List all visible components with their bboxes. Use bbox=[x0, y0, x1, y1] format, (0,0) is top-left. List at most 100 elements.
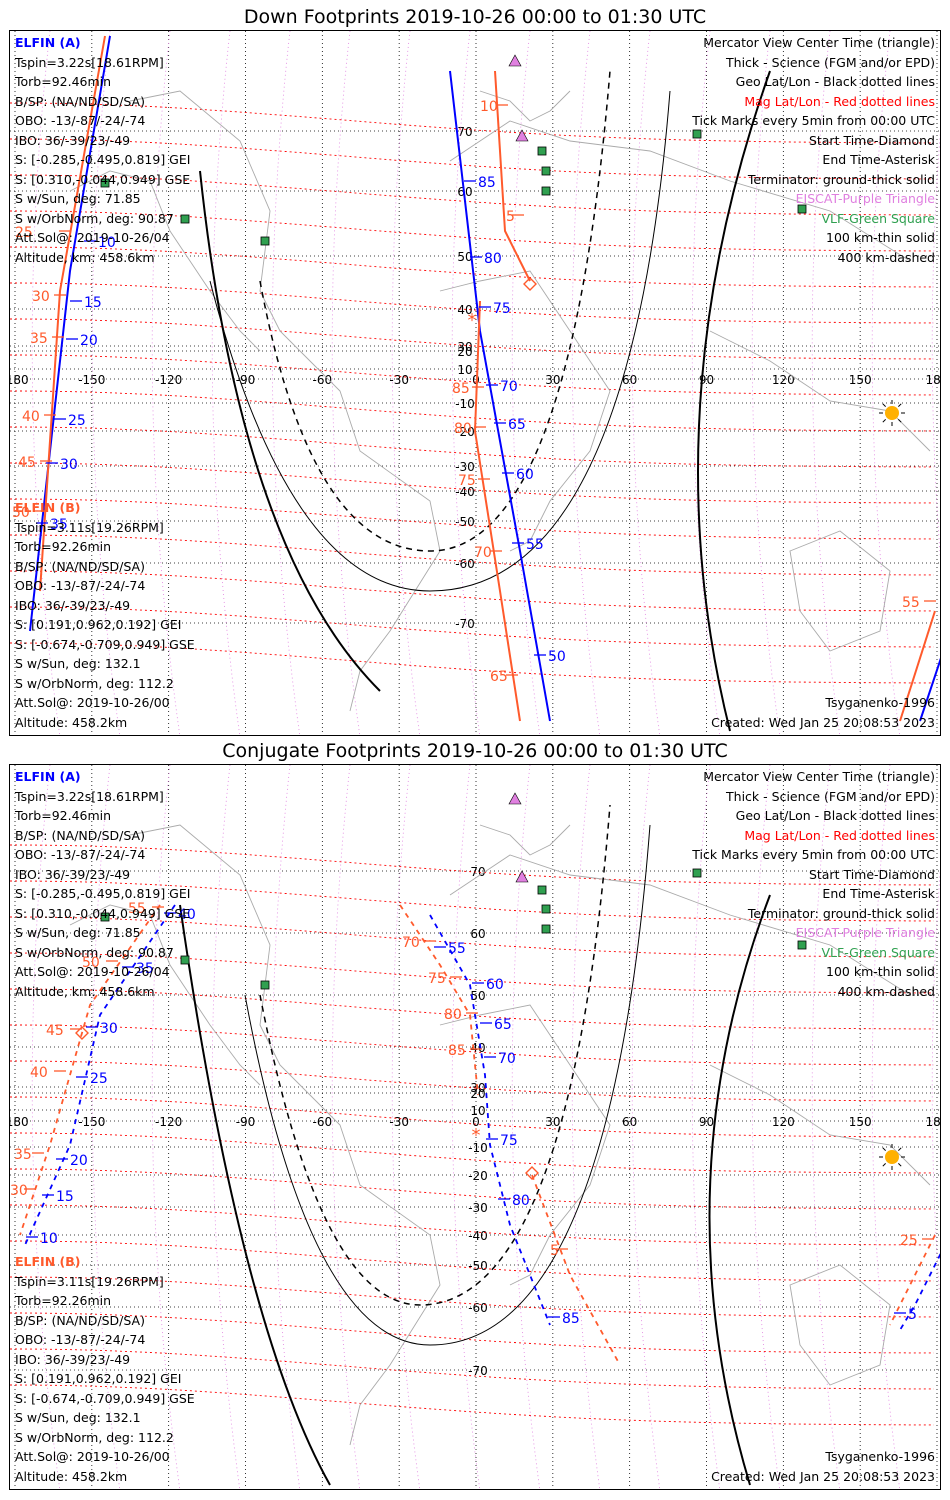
elfin-a-line: Tspin=3.22s[18.61RPM] bbox=[15, 788, 164, 804]
lat-tick-label: -10 bbox=[468, 1141, 488, 1155]
track-tick-label: 70 bbox=[498, 1051, 516, 1067]
mag-latitude-line bbox=[10, 318, 934, 360]
elfin-a-line: IBO: 36/-39/23/-49 bbox=[15, 866, 131, 882]
track-tick-label: 30 bbox=[60, 457, 78, 473]
legend-entry: Start Time-Diamond bbox=[808, 132, 935, 148]
legend-entry: Geo Lat/Lon - Black dotted lines bbox=[735, 74, 935, 89]
elfin-b-line: Torb=92.26min bbox=[15, 1293, 112, 1308]
elfin-a-line: S: [-0.285,-0.495,0.819] GEI bbox=[15, 886, 191, 901]
lon-tick-label: -180 bbox=[10, 373, 29, 387]
lat-tick-label: -40 bbox=[468, 1229, 488, 1243]
mag-meridian-line bbox=[331, 765, 361, 1489]
elfin-a-track bbox=[919, 657, 940, 722]
mag-latitude-line bbox=[10, 534, 934, 576]
mag-meridian-line bbox=[151, 765, 181, 1489]
sun-icon bbox=[885, 1150, 899, 1164]
elfin-b-track bbox=[19, 904, 161, 1236]
vlf-station-marker bbox=[180, 214, 190, 224]
legend-entry: Mercator View Center Time (triangle) bbox=[703, 769, 935, 784]
track-tick-label: 85 bbox=[448, 1043, 466, 1059]
coastline bbox=[449, 120, 911, 262]
track-tick-label: 65 bbox=[494, 1017, 512, 1033]
lat-tick-label: 50 bbox=[470, 989, 485, 1003]
sun-ray bbox=[882, 1147, 886, 1151]
legend-entry: End Time-Asterisk bbox=[822, 886, 935, 901]
mag-meridian-line bbox=[631, 765, 661, 1489]
mag-latitude-line bbox=[10, 1312, 934, 1354]
elfin-a-line: OBO: -13/-87/-24/-74 bbox=[15, 113, 146, 128]
mag-latitude-line bbox=[10, 952, 934, 994]
track-tick-label: 70 bbox=[500, 379, 518, 395]
elfin-a-line: S w/OrbNorm, deg: 90.87 bbox=[15, 944, 174, 960]
track-tick-label: 75 bbox=[428, 971, 446, 987]
mag-latitude-line bbox=[10, 1348, 934, 1390]
elfin-b-line: S w/OrbNorm, deg: 112.2 bbox=[15, 1429, 174, 1445]
elfin-a-line: Att.Sol@: 2019-10-26/04 bbox=[15, 230, 170, 245]
legend-entry: End Time-Asterisk bbox=[822, 152, 935, 167]
mag-latitude-line bbox=[10, 1132, 934, 1174]
elfin-b-line: Tspin=3.11s[19.26RPM] bbox=[15, 519, 164, 535]
panel-conjugate-footprints: -180 -150 -120 -90 -60 -30 0 30 60 90 120 150 180 70 6… bbox=[9, 764, 941, 1490]
legend-entry: VLF-Green Square bbox=[821, 944, 935, 960]
created-timestamp: Created: Wed Jan 25 20:08:53 2023 bbox=[711, 714, 935, 730]
mag-latitude-line bbox=[10, 354, 934, 396]
track-tick-label: 25 bbox=[90, 1071, 108, 1087]
track-tick-label: 5 bbox=[550, 1243, 559, 1259]
track-tick-label: 10 bbox=[480, 99, 498, 115]
mag-meridian-line bbox=[571, 31, 601, 735]
lon-tick-label: -30 bbox=[389, 373, 409, 387]
track-tick-label: 70 bbox=[474, 545, 492, 561]
mag-meridian-line bbox=[811, 31, 841, 735]
lat-tick-label: -60 bbox=[455, 557, 475, 571]
lon-tick-label: 150 bbox=[849, 373, 872, 387]
mag-latitude-line bbox=[10, 246, 934, 288]
mag-meridian-line bbox=[871, 765, 901, 1489]
track-tick-label: 55 bbox=[902, 595, 920, 611]
coastline bbox=[709, 1064, 931, 1186]
track-tick-label: 50 bbox=[82, 955, 100, 971]
mag-meridian-line bbox=[91, 765, 121, 1489]
sun-ray bbox=[882, 419, 886, 423]
elfin-a-track bbox=[899, 1252, 940, 1331]
footer-info: Tsyganenko-1996 Created: Wed Jan 25 20:0… bbox=[711, 1447, 935, 1486]
mag-meridian-line bbox=[91, 31, 121, 735]
vlf-station-marker bbox=[692, 868, 702, 878]
mag-latitude-line bbox=[10, 844, 934, 886]
mag-latitude-line bbox=[10, 570, 934, 612]
mag-latitude-line bbox=[10, 1276, 934, 1318]
lat-tick-label: -30 bbox=[455, 460, 475, 474]
track-tick-label: 10 bbox=[98, 235, 116, 251]
elfin-b-line: OBO: -13/-87/-24/-74 bbox=[15, 1332, 146, 1347]
coastline bbox=[69, 170, 261, 352]
lon-tick-label: 60 bbox=[622, 1115, 637, 1129]
elfin-b-info: ELFIN (B) Tspin=3.11s[19.26RPM] Torb=92.… bbox=[15, 498, 195, 732]
mag-latitude-line bbox=[10, 1024, 934, 1066]
coastline bbox=[449, 854, 911, 996]
map-conjugate: -180 -150 -120 -90 -60 -30 0 30 60 90 120 150 180 70 6… bbox=[10, 765, 940, 1489]
elfin-a-line: S: [0.310,-0.044,0.949] GSE bbox=[15, 905, 191, 921]
lat-tick-label: -10 bbox=[455, 397, 475, 411]
lon-tick-label: -150 bbox=[78, 373, 105, 387]
track-tick-label: 85 bbox=[452, 381, 470, 397]
track-tick-label: 85 bbox=[562, 1311, 580, 1327]
legend-entry: Thick - Science (FGM and/or EPD) bbox=[726, 788, 935, 804]
elfin-b-line: S w/Sun, deg: 132.1 bbox=[15, 656, 141, 671]
mag-meridian-line bbox=[271, 31, 301, 735]
track-tick-label: 80 bbox=[444, 1007, 462, 1023]
legend-entry: Terminator: ground-thick solid bbox=[747, 905, 935, 921]
elfin-a-heading: ELFIN (A) bbox=[15, 35, 81, 50]
lat-tick-label: 30 bbox=[457, 340, 472, 354]
track-tick-label: 75 bbox=[493, 301, 511, 317]
mag-latitude-line bbox=[10, 1240, 934, 1282]
coastline bbox=[439, 270, 611, 552]
legend-entry: Tick Marks every 5min from 00:00 UTC bbox=[692, 847, 935, 862]
footer-info: Tsyganenko-1996 Created: Wed Jan 25 20:0… bbox=[711, 693, 935, 732]
elfin-a-line: S w/Sun, deg: 71.85 bbox=[15, 925, 141, 940]
track-tick-label: 20 bbox=[80, 333, 98, 349]
model-name: Tsyganenko-1996 bbox=[825, 1449, 935, 1464]
legend-entry: Mercator View Center Time (triangle) bbox=[703, 35, 935, 50]
legend-entry: Terminator: ground-thick solid bbox=[747, 171, 935, 187]
elfin-b-line: S: [0.191,0.962,0.192] GEI bbox=[15, 1371, 182, 1386]
track-tick-label: 40 bbox=[30, 1065, 48, 1081]
legend-entry: 100 km-thin solid bbox=[826, 964, 935, 979]
